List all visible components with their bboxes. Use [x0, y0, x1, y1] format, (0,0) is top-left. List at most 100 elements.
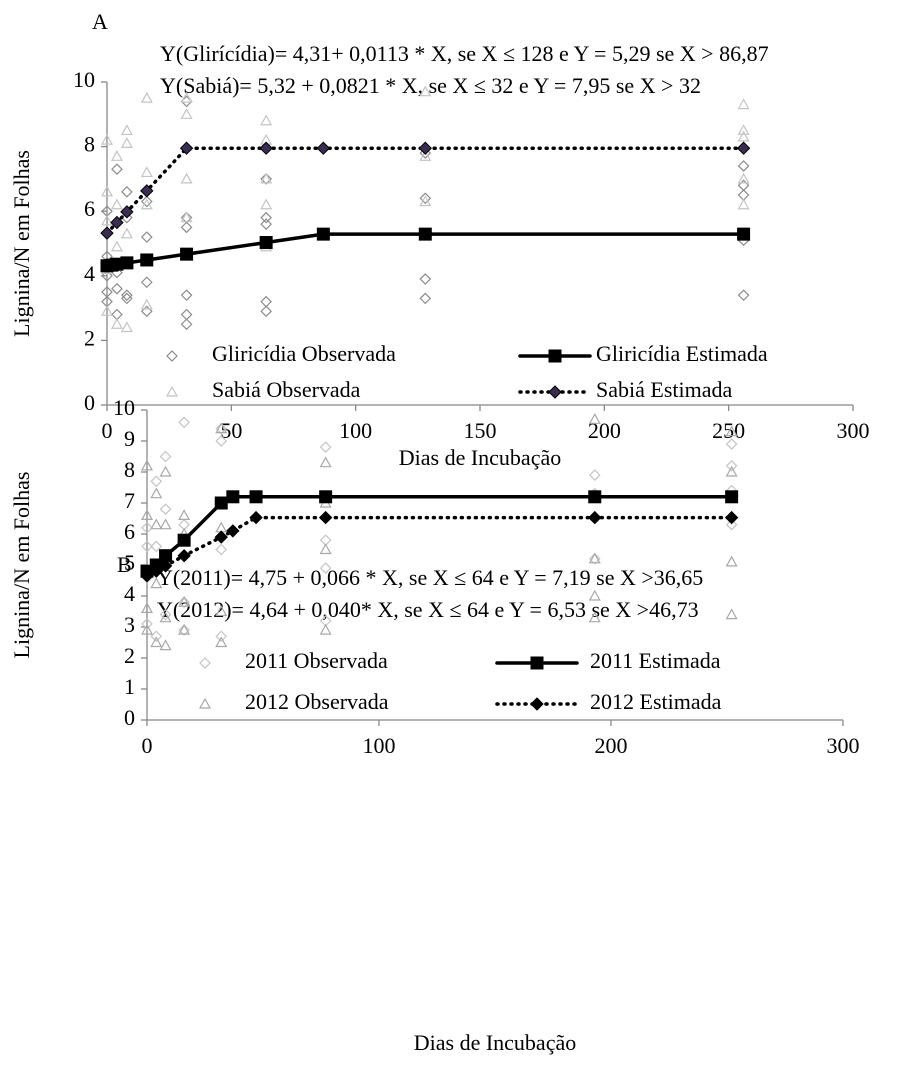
marker	[215, 422, 228, 435]
marker	[260, 218, 272, 230]
x-tick-label: 0	[142, 733, 153, 758]
marker	[150, 487, 163, 499]
marker	[110, 150, 123, 161]
marker	[178, 595, 191, 607]
marker	[165, 385, 179, 397]
marker	[419, 292, 432, 305]
marker	[419, 192, 432, 205]
marker	[725, 518, 738, 531]
marker	[140, 569, 154, 583]
legend-label: 2011 Estimada	[590, 648, 721, 673]
marker	[101, 286, 113, 298]
marker	[178, 623, 191, 635]
estimate-line	[145, 515, 734, 578]
marker	[226, 524, 240, 538]
marker	[260, 305, 272, 318]
marker	[140, 184, 154, 198]
y-tick-label: 1	[124, 674, 135, 699]
marker	[737, 160, 750, 172]
marker	[259, 236, 273, 250]
marker	[215, 630, 228, 643]
marker	[100, 133, 114, 145]
marker	[120, 227, 133, 239]
marker	[177, 533, 191, 547]
equation: Y(2012)= 4,64 + 0,040* X, se X ≤ 64 e Y …	[157, 597, 699, 622]
marker	[319, 562, 332, 574]
y-tick-label: 8	[124, 457, 135, 482]
y-tick-label: 8	[84, 132, 95, 157]
y-axis-title: Lignina/N em Folhas	[9, 150, 34, 337]
y-tick-label: 4	[84, 261, 95, 286]
marker	[178, 624, 190, 636]
marker	[178, 596, 190, 609]
x-tick-label: 100	[363, 733, 396, 758]
marker	[100, 214, 114, 226]
marker	[149, 564, 163, 578]
marker	[725, 459, 738, 472]
x-tick-label: 0	[102, 418, 113, 443]
marker	[159, 465, 172, 477]
marker	[178, 509, 191, 521]
marker	[150, 577, 163, 589]
marker	[725, 438, 738, 450]
x-tick-label: 100	[339, 418, 372, 443]
marker	[737, 98, 750, 110]
marker	[179, 141, 194, 155]
marker	[214, 496, 228, 510]
marker	[120, 205, 134, 219]
marker	[140, 253, 154, 267]
marker	[180, 108, 193, 119]
equation: Y(Sabiá)= 5,32 + 0,0821 * X, se X ≤ 32 e…	[160, 73, 701, 98]
marker	[140, 166, 153, 178]
marker	[260, 172, 273, 184]
marker	[316, 141, 331, 155]
estimate-line	[105, 146, 746, 235]
marker	[588, 413, 601, 424]
marker	[140, 623, 154, 635]
marker	[150, 540, 163, 553]
y-axis-title: Lignina/N em Folhas	[9, 472, 34, 659]
marker	[141, 618, 153, 630]
marker	[419, 150, 432, 161]
marker	[737, 172, 750, 184]
marker	[588, 552, 601, 565]
marker	[110, 240, 123, 252]
marker	[737, 227, 751, 241]
legend-label: Sabiá Observada	[212, 377, 361, 402]
marker	[121, 292, 133, 305]
marker	[548, 349, 562, 363]
panel-label: B	[117, 552, 132, 577]
legend-label: 2012 Estimada	[590, 689, 722, 714]
marker	[588, 611, 601, 623]
marker	[159, 639, 172, 651]
marker	[259, 141, 273, 155]
marker	[121, 289, 133, 302]
marker	[180, 211, 193, 223]
marker	[316, 227, 330, 241]
marker	[319, 441, 332, 454]
marker	[140, 231, 153, 243]
marker	[140, 198, 153, 210]
marker	[725, 608, 738, 620]
marker	[180, 211, 193, 224]
marker	[110, 215, 124, 230]
marker	[150, 636, 163, 648]
x-tick-label: 50	[220, 418, 242, 443]
marker	[215, 605, 228, 617]
marker	[180, 289, 193, 302]
marker	[159, 611, 172, 623]
marker	[111, 163, 123, 176]
marker	[141, 540, 153, 553]
marker	[140, 298, 153, 310]
marker	[141, 521, 153, 534]
marker	[180, 247, 194, 261]
marker	[120, 137, 133, 148]
legend-label: Gliricídia Estimada	[596, 341, 768, 366]
marker	[318, 510, 333, 525]
marker	[121, 211, 133, 224]
marker	[737, 130, 750, 142]
x-axis-title: Dias de Incubação	[414, 1030, 576, 1055]
marker	[140, 602, 154, 614]
marker	[418, 227, 432, 241]
y-tick-label: 7	[124, 488, 135, 513]
